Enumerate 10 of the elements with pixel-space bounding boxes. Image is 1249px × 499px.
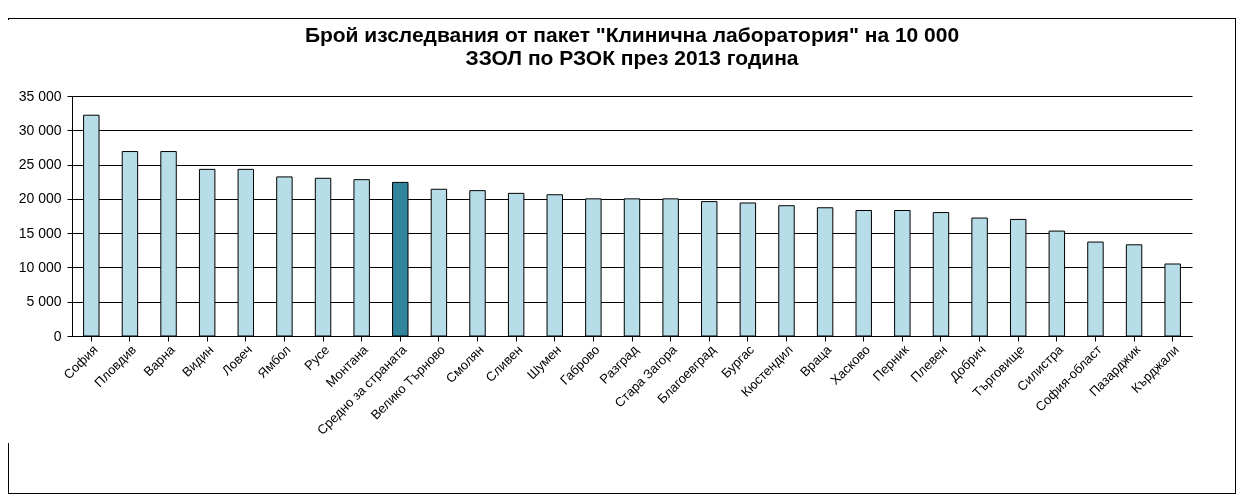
y-tick-label: 35 000 (18, 87, 62, 104)
text: ЗЗОЛ по РЗОК през 2013 година (465, 46, 799, 69)
text: Брой изследвания от пакет "Клинична лаборатория" на 10 000 (304, 23, 960, 46)
y-tick-label: 15 000 (18, 224, 62, 241)
y-tick-label: 10 000 (18, 258, 62, 275)
y-tick-label: 30 000 (18, 121, 62, 138)
y-tick-label: 5 000 (26, 293, 62, 310)
y-tick-label: 20 000 (18, 190, 62, 207)
y-tick-label: 0 (53, 327, 62, 344)
y-tick-label: 25 000 (18, 156, 62, 173)
